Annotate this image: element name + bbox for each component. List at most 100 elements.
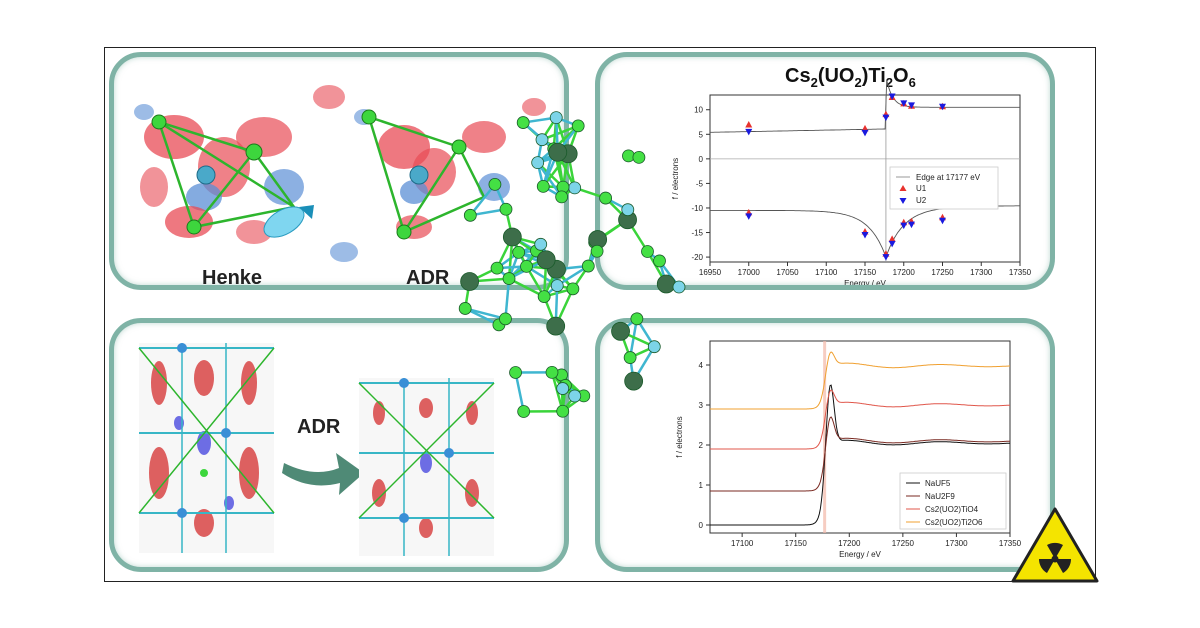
legend-box xyxy=(889,166,999,210)
x-axis-label: Energy / eV xyxy=(844,279,886,285)
lattice-bond xyxy=(469,183,496,217)
lattice-atom xyxy=(611,321,630,341)
henke-cell-map xyxy=(138,343,275,553)
legend-item: U1 xyxy=(916,184,927,193)
panel-density-comparison: Henke ADR xyxy=(109,52,569,290)
data-point-u2 xyxy=(888,93,896,100)
data-point-u1 xyxy=(861,124,869,132)
lattice-atom xyxy=(499,312,512,326)
lattice-atom xyxy=(535,133,549,147)
x-tick-label: 17250 xyxy=(931,268,954,277)
data-point-u2 xyxy=(745,213,753,220)
data-point-u1 xyxy=(888,235,896,242)
series-line-3 xyxy=(710,351,1010,410)
lattice-bond xyxy=(508,277,545,298)
data-point-u2 xyxy=(882,114,890,122)
lattice-atom xyxy=(566,282,580,296)
lattice-atom xyxy=(488,178,502,191)
lattice-atom xyxy=(545,365,559,379)
y-axis-label: f / electrons xyxy=(671,158,680,199)
x-tick-label: 17350 xyxy=(1009,268,1032,277)
lattice-atom xyxy=(653,254,666,268)
data-point-u2 xyxy=(908,102,915,109)
henke-label: Henke xyxy=(202,267,263,289)
lattice-atom xyxy=(546,316,566,336)
data-point-u1 xyxy=(745,120,753,128)
lattice-atom xyxy=(458,302,472,315)
y-tick-label: 10 xyxy=(694,106,703,115)
lattice-atom xyxy=(555,190,569,204)
henke-density-map xyxy=(134,85,358,262)
lattice-atom xyxy=(556,404,570,418)
data-point-u2 xyxy=(745,128,753,136)
lattice-atom xyxy=(536,250,556,270)
y-tick-label: -15 xyxy=(691,229,703,238)
lattice-atom xyxy=(550,279,564,292)
lattice-atom xyxy=(520,259,533,273)
panel-cell-density: ADR xyxy=(109,318,569,572)
x-tick-label: 17100 xyxy=(815,268,838,277)
legend-item: NaU2F9 xyxy=(925,492,955,501)
x-tick-label: 17300 xyxy=(945,539,968,548)
panel-xanes: 17100 17150 17200 17250 17300 17350 0 1 2 3 4 Energ… xyxy=(595,318,1055,572)
x-tick-label: 17150 xyxy=(785,539,808,548)
xanes-chart: 17100 17150 17200 17250 17300 17350 0 1 2 3 4 Energ… xyxy=(675,340,1022,559)
legend-item: NaUF5 xyxy=(925,479,951,488)
lattice-atom xyxy=(641,245,654,258)
lattice-atom xyxy=(517,405,531,418)
lattice-atom xyxy=(656,274,676,294)
lattice-atom xyxy=(630,312,644,326)
lattice-atom xyxy=(509,366,522,379)
y-tick-label: -5 xyxy=(696,179,704,188)
lattice-atom xyxy=(647,340,661,354)
x-tick-label: 17200 xyxy=(838,539,861,548)
compound-title: Cs2(UO2)Ti2O6 xyxy=(785,65,916,90)
data-point-u2 xyxy=(900,222,908,230)
cell-density-maps xyxy=(138,343,495,556)
x-tick-label: 17250 xyxy=(892,539,915,548)
y-axis-label: f / electrons xyxy=(675,416,684,457)
legend-u1-swatch xyxy=(899,185,907,191)
data-point-u2 xyxy=(908,221,915,229)
lattice-atom xyxy=(590,244,604,258)
adr-label-top: ADR xyxy=(406,267,450,289)
lattice-atom xyxy=(621,203,635,217)
y-tick-label: 3 xyxy=(699,401,704,410)
lattice-atom xyxy=(512,245,526,259)
y-tick-label: 2 xyxy=(699,441,704,450)
y-tick-label: 1 xyxy=(699,481,704,490)
lattice-atom xyxy=(624,371,644,391)
lattice-atom xyxy=(599,191,613,205)
crystal-structure xyxy=(458,111,686,418)
lattice-atom xyxy=(499,202,513,216)
x-axis-label: Energy / eV xyxy=(839,550,881,559)
adr-cell-map xyxy=(358,378,495,556)
legend-item: Cs2(UO2)TiO4 xyxy=(925,505,979,514)
series-line-1 xyxy=(710,416,1010,492)
y-tick-label: -10 xyxy=(691,204,703,213)
lattice-atom xyxy=(568,389,582,403)
y-tick-label: 5 xyxy=(699,130,704,139)
theory-f-double-prime xyxy=(710,80,1020,133)
data-point-u2 xyxy=(900,100,908,107)
anomalous-chart: 16950 17000 17050 17100 17150 17200 17250 17300… xyxy=(671,80,1032,285)
lattice-atom xyxy=(460,272,480,291)
x-tick-label: 17150 xyxy=(854,268,877,277)
y-tick-label: 0 xyxy=(699,155,704,164)
lattice-atom xyxy=(463,208,477,222)
legend-item: Cs2(UO2)Ti2O6 xyxy=(925,518,983,527)
lattice-atom xyxy=(556,382,570,395)
series-line-2 xyxy=(710,389,1010,450)
x-tick-label: 17300 xyxy=(970,268,993,277)
lattice-atom xyxy=(571,119,585,133)
x-tick-label: 17100 xyxy=(731,539,754,548)
data-point-u2 xyxy=(861,129,869,137)
series-line-0 xyxy=(710,384,1010,526)
panel-anomalous-factors: Cs2(UO2)Ti2O6 16950 17000 17050 17100 17150 1… xyxy=(595,52,1055,290)
lattice-atom xyxy=(516,116,530,129)
lattice-atom xyxy=(531,156,545,170)
lattice-atom xyxy=(490,261,504,275)
lattice-bond xyxy=(514,372,525,412)
lattice-atom xyxy=(632,150,646,164)
x-tick-label: 17050 xyxy=(776,268,799,277)
